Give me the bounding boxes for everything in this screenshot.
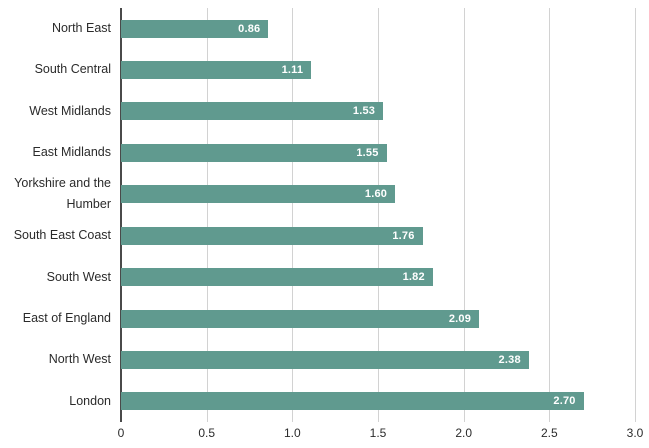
- x-tick-label: 2.0: [455, 426, 472, 440]
- category-label: West Midlands: [29, 103, 111, 118]
- bar-value-label: 2.70: [553, 395, 576, 408]
- gridlines-layer: [120, 8, 636, 422]
- bar-value-label: 1.82: [402, 271, 425, 284]
- bar-value-label: 1.55: [356, 146, 379, 159]
- bar: 1.82: [121, 268, 433, 287]
- gridline: [635, 8, 636, 422]
- gridline: [549, 8, 551, 422]
- x-tick-label: 3.0: [626, 426, 644, 440]
- category-label: South East Coast: [13, 228, 111, 243]
- bar-row: Yorkshire and the Humber 1.60: [0, 173, 649, 215]
- category-label: London: [69, 393, 111, 408]
- bar-track: 1.11: [121, 49, 635, 90]
- bar-track: 1.76: [121, 215, 635, 256]
- bar-row: South West 1.82: [0, 257, 649, 298]
- bar-row: East Midlands 1.55: [0, 132, 649, 173]
- bar-track: 2.70: [121, 381, 635, 422]
- bar: 1.11: [121, 60, 312, 79]
- x-tick-label: 1.0: [283, 426, 301, 440]
- bar-value-label: 1.76: [392, 229, 415, 242]
- bar: 2.70: [121, 392, 584, 411]
- gridline: [378, 8, 379, 422]
- bar-row: London 2.70: [0, 381, 649, 422]
- bar-track: 1.53: [121, 91, 635, 132]
- bar-value-label: 2.38: [498, 353, 521, 366]
- bar-value-label: 0.86: [238, 22, 261, 35]
- zero-axis-line: [120, 8, 122, 422]
- bar-row: West Midlands 1.53: [0, 91, 649, 132]
- bar-track: 2.38: [121, 339, 635, 380]
- bar-row: South Central 1.11: [0, 49, 649, 90]
- bar: 1.53: [121, 102, 384, 121]
- bar-value-label: 1.60: [364, 188, 388, 201]
- bar-track: 1.60: [121, 173, 635, 215]
- x-tick-label: 2.5: [540, 426, 558, 440]
- x-tick-label: 0: [117, 426, 125, 440]
- bar-track: 1.55: [121, 132, 635, 173]
- bar: 0.86: [121, 19, 269, 38]
- category-label: South West: [46, 269, 111, 284]
- x-axis: 0 0.5 1.0 1.5 2.0 2.5 3.0: [0, 426, 649, 444]
- category-label: East of England: [22, 311, 111, 326]
- bar-track: 2.09: [121, 298, 635, 339]
- category-label: North East: [51, 21, 111, 36]
- category-label: North West: [48, 352, 111, 367]
- category-label: Yorkshire and the Humber: [14, 176, 111, 212]
- x-tick-label: 1.5: [369, 426, 387, 440]
- bar: 2.38: [121, 350, 529, 369]
- gridline: [463, 8, 465, 422]
- bar-row: North West 2.38: [0, 339, 649, 380]
- chart-rows: North East 0.86 South Central 1.11 West …: [0, 8, 649, 422]
- category-label: South Central: [34, 62, 111, 77]
- bar-track: 0.86: [121, 8, 635, 49]
- bar: 1.60: [121, 185, 396, 204]
- bar-row: North East 0.86: [0, 8, 649, 49]
- bar: 2.09: [121, 309, 480, 328]
- bar-value-label: 1.53: [352, 105, 376, 118]
- bar: 1.76: [121, 226, 423, 245]
- x-tick-label: 0.5: [198, 426, 215, 440]
- bar: 1.55: [121, 143, 387, 162]
- category-label: East Midlands: [32, 145, 111, 160]
- gridline: [292, 8, 294, 422]
- bar-row: East of England 2.09: [0, 298, 649, 339]
- bar-track: 1.82: [121, 257, 635, 298]
- gridline: [206, 8, 208, 422]
- bar-row: South East Coast 1.76: [0, 215, 649, 256]
- bar-value-label: 1.11: [281, 63, 304, 76]
- bar-value-label: 2.09: [448, 312, 472, 325]
